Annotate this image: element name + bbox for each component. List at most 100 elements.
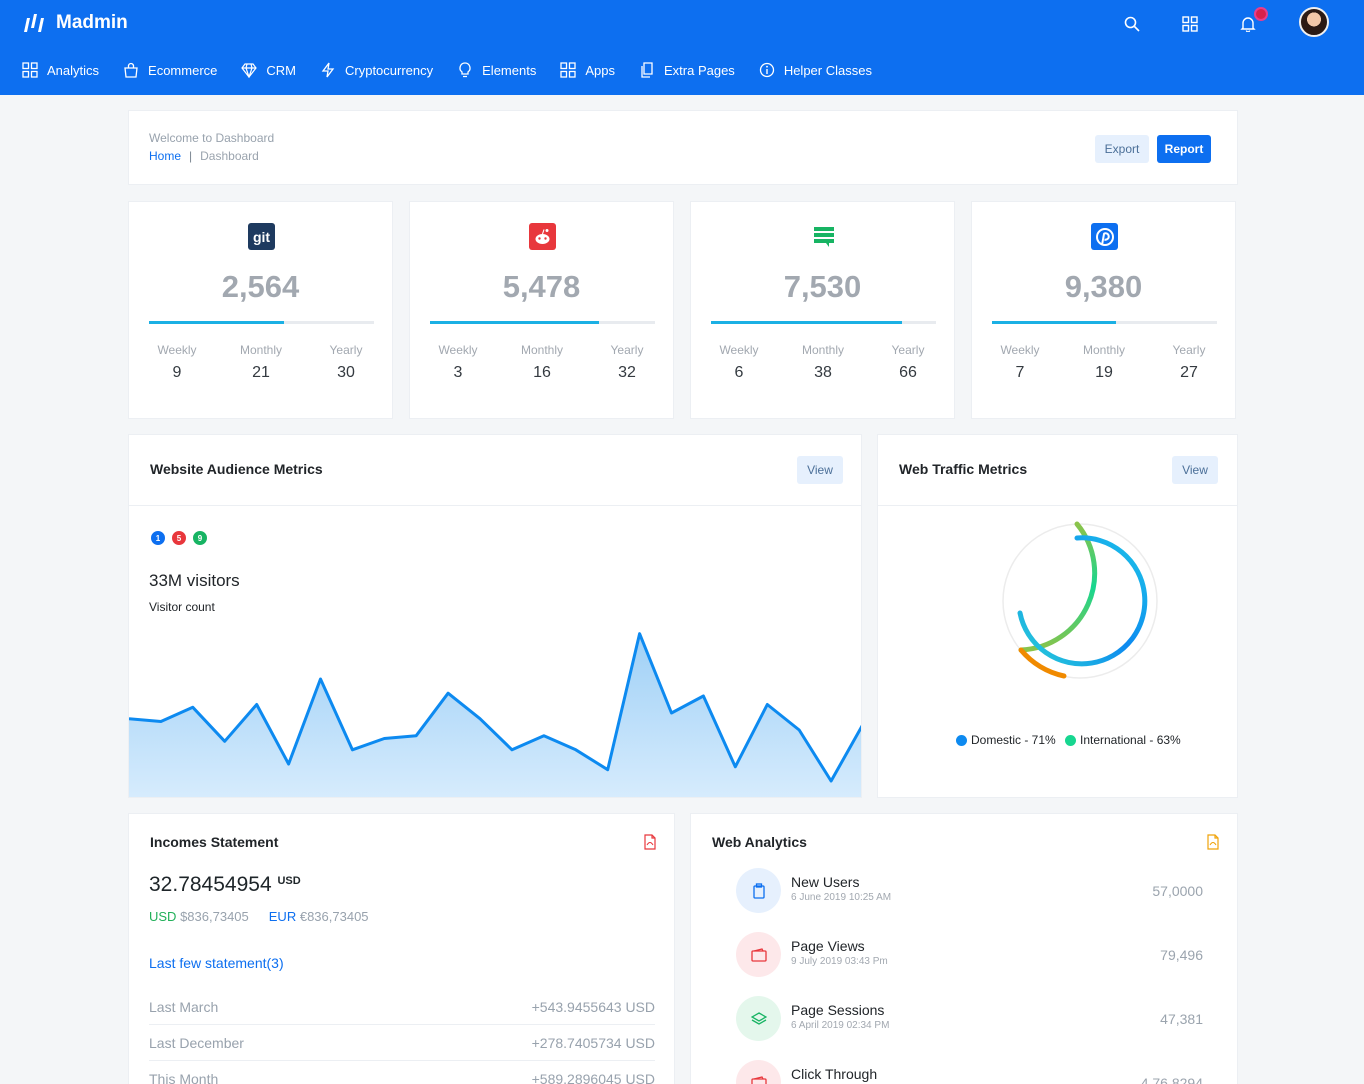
nav-item-extra-pages[interactable]: Extra Pages — [639, 62, 735, 78]
brand-mark-icon — [24, 14, 44, 32]
data-point — [129, 718, 130, 720]
stat-card: 9,380 Weekly 7 Monthly 19 Yearly 27 — [971, 201, 1236, 419]
data-point — [766, 704, 768, 705]
audience-metrics-card: Website Audience Metrics View 1 5 9 33M … — [128, 434, 862, 798]
export-button[interactable]: Export — [1095, 135, 1149, 163]
bulb-icon — [459, 62, 471, 78]
grid-icon — [22, 62, 38, 78]
data-point — [702, 695, 704, 697]
analytics-row-value: 57,0000 — [1152, 883, 1203, 899]
legend-swatch-international — [1065, 734, 1076, 746]
last-statements-link[interactable]: Last few statement(3) — [149, 955, 284, 971]
pdf-icon[interactable] — [643, 834, 657, 850]
series-dot-1: 1 — [149, 529, 167, 547]
stat-value: 7,530 — [783, 269, 862, 304]
brand-name: Madmin — [56, 12, 128, 33]
nav-item-analytics[interactable]: Analytics — [22, 62, 99, 78]
incomes-title: Incomes Statement — [150, 834, 279, 850]
page-header-card: Welcome to Dashboard Home | Dashboard Ex… — [128, 110, 1238, 185]
stat-progress — [149, 321, 374, 324]
diamond-icon — [241, 63, 258, 78]
analytics-row-value: 47,381 — [1160, 1011, 1203, 1027]
nav-item-helper-classes[interactable]: Helper Classes — [759, 62, 872, 78]
data-point — [319, 678, 321, 680]
card-divider — [878, 505, 1237, 506]
pdf-icon[interactable] — [1206, 834, 1220, 850]
domestic-arc — [1018, 521, 1098, 653]
visitor-series-line — [129, 632, 861, 783]
card-divider — [129, 505, 861, 506]
data-point — [351, 749, 353, 751]
data-point — [734, 766, 736, 768]
traffic-view-button[interactable]: View — [1172, 456, 1218, 484]
data-point — [256, 704, 258, 705]
clipboard-icon — [736, 868, 781, 913]
stat-monthly: Monthly 21 — [239, 343, 283, 381]
grid-icon[interactable] — [1179, 13, 1201, 35]
top-navbar: Madmin Analytics Ecommerce CRM Cryptocur… — [0, 0, 1364, 95]
data-point — [415, 735, 417, 737]
report-button[interactable]: Report — [1157, 135, 1211, 163]
pinterest-icon — [1091, 223, 1118, 250]
stat-card: git 2,564 Weekly 9 Monthly 21 Yearly 30 — [128, 201, 393, 419]
analytics-row-value: 4,76,8294 — [1140, 1075, 1203, 1084]
analytics-row-title: Page Views — [791, 938, 865, 954]
nav-item-crm[interactable]: CRM — [241, 62, 296, 78]
data-point — [383, 738, 385, 739]
notification-badge — [1254, 7, 1268, 21]
analytics-row[interactable]: New Users 6 June 2019 10:25 AM 57,0000 — [736, 868, 1203, 920]
domestic-arc-end — [1018, 647, 1067, 679]
analytics-title: Web Analytics — [712, 834, 807, 850]
nav-item-apps[interactable]: Apps — [560, 62, 615, 78]
data-point — [447, 692, 449, 694]
data-point — [671, 712, 673, 714]
incomes-card: Incomes Statement 32.78454954 USD USD $8… — [128, 813, 675, 1084]
data-point — [192, 706, 194, 708]
analytics-row-date: 6 June 2019 10:25 AM — [791, 892, 892, 903]
analytics-row[interactable]: Page Views 9 July 2019 03:43 Pm 79,496 — [736, 932, 1203, 984]
info-icon — [759, 62, 774, 78]
pages-icon — [641, 62, 653, 78]
apps-icon — [560, 62, 576, 78]
chat-icon — [810, 223, 837, 250]
data-point — [798, 729, 800, 731]
bell-icon[interactable] — [1237, 13, 1259, 35]
data-point — [575, 749, 577, 751]
data-point — [160, 721, 162, 722]
statement-row: This Month +589.2896045 USD — [149, 1061, 655, 1084]
stat-weekly: Weekly 6 — [719, 343, 759, 381]
bag-icon — [124, 62, 138, 78]
nav-item-ecommerce[interactable]: Ecommerce — [123, 62, 217, 78]
legend-domestic[interactable]: Domestic - 71% — [956, 733, 1056, 747]
analytics-row-value: 79,496 — [1160, 947, 1203, 963]
bolt-icon — [321, 62, 335, 78]
legend-swatch-domestic — [956, 734, 967, 746]
stat-monthly: Monthly 38 — [801, 343, 845, 381]
data-point — [288, 763, 290, 765]
nav-item-elements[interactable]: Elements — [457, 62, 536, 78]
legend-international[interactable]: International - 63% — [1065, 733, 1181, 747]
traffic-title: Web Traffic Metrics — [899, 461, 1028, 477]
analytics-row[interactable]: Page Sessions 6 April 2019 02:34 PM 47,381 — [736, 996, 1203, 1048]
stat-yearly: Yearly 27 — [1172, 343, 1206, 381]
main-nav: Analytics Ecommerce CRM Cryptocurrency E… — [22, 58, 896, 82]
search-icon[interactable] — [1121, 13, 1143, 35]
avatar[interactable] — [1299, 7, 1329, 37]
stat-progress — [430, 321, 655, 324]
breadcrumb-home[interactable]: Home — [149, 149, 182, 163]
web-analytics-card: Web Analytics New Users 6 June 2019 10:25… — [690, 813, 1238, 1084]
wallet-icon — [736, 1060, 781, 1084]
audience-view-button[interactable]: View — [797, 456, 843, 484]
nav-item-cryptocurrency[interactable]: Cryptocurrency — [320, 62, 433, 78]
traffic-radial-chart — [1002, 521, 1158, 679]
analytics-row[interactable]: Click Through 4,76,8294 — [736, 1060, 1203, 1084]
stat-value: 9,380 — [1064, 269, 1143, 304]
statement-row: Last March +543.9455643 USD — [149, 989, 655, 1025]
currency-row: USD $836,73405 EUR €836,73405 — [149, 909, 369, 924]
stat-progress — [711, 321, 936, 324]
breadcrumb: Home | Dashboard — [149, 149, 259, 163]
analytics-row-title: Page Sessions — [791, 1002, 885, 1018]
stat-card: 7,530 Weekly 6 Monthly 38 Yearly 66 — [690, 201, 955, 419]
data-point — [607, 769, 609, 771]
brand-logo[interactable]: Madmin — [22, 12, 128, 34]
